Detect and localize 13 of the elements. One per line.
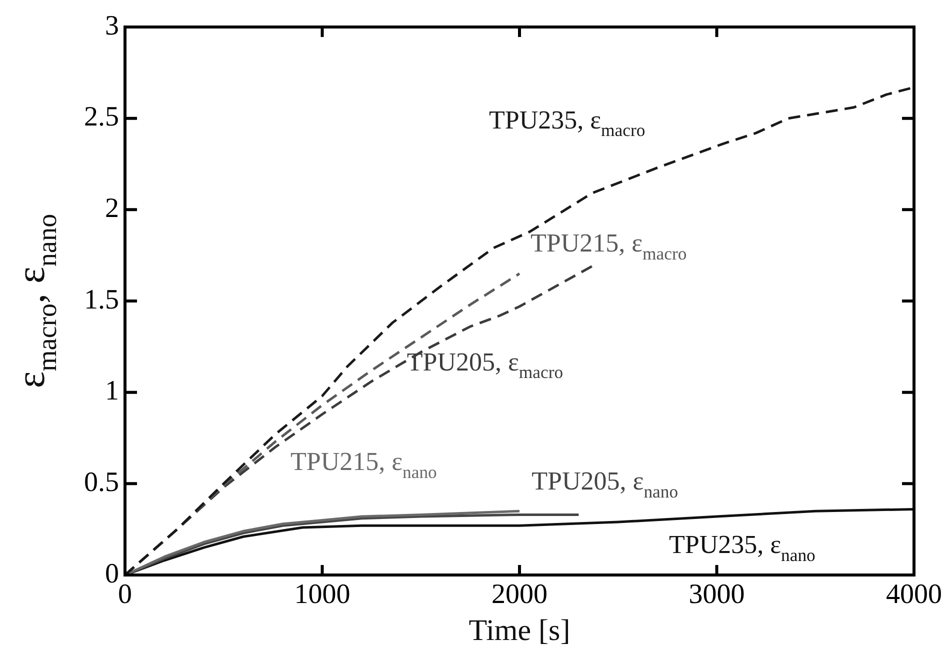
y-axis-title: εmacro, εnano — [8, 214, 62, 388]
y-tick-label: 0.5 — [84, 467, 119, 498]
y-tick-label: 0 — [105, 558, 119, 590]
y-tick-label: 1.5 — [84, 284, 119, 316]
y-tick-label: 2.5 — [84, 102, 119, 133]
y-tick-label: 3 — [105, 10, 119, 42]
x-tick-label: 2000 — [492, 579, 548, 610]
y-tick-label: 2 — [105, 193, 119, 224]
x-axis-title: Time [s] — [468, 614, 570, 647]
x-tick-label: 3000 — [688, 579, 745, 610]
x-tick-label: 4000 — [886, 579, 942, 610]
y-tick-label: 1 — [105, 376, 119, 407]
x-tick-label: 1000 — [294, 579, 350, 610]
